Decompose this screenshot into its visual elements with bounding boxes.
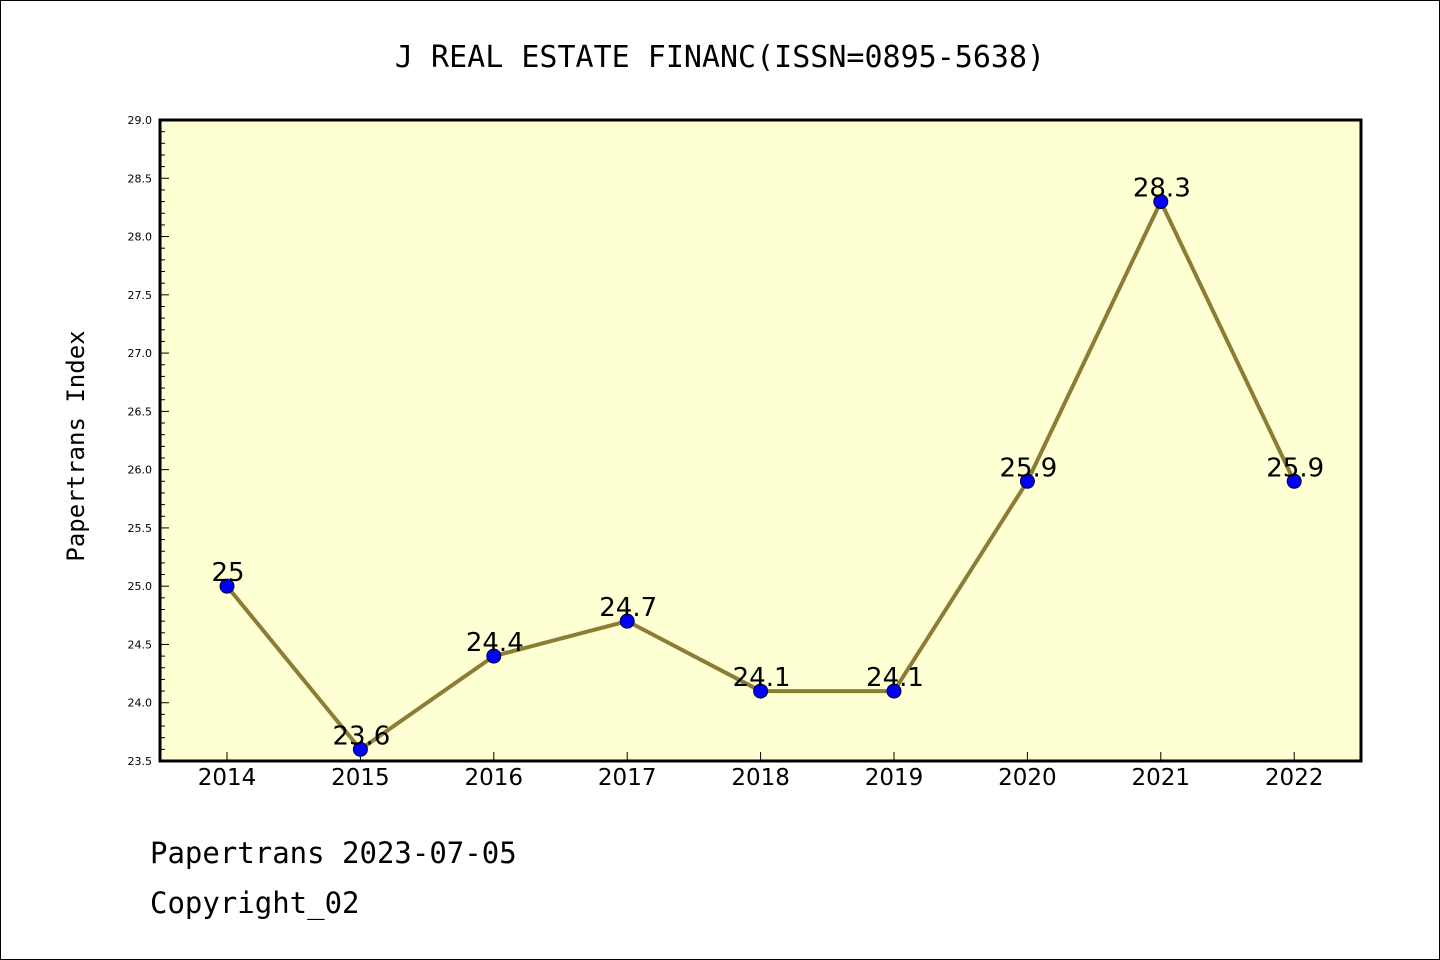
y-tick-label: 27.0 [128, 347, 153, 360]
x-tick-label: 2014 [198, 765, 257, 791]
data-label: 24.1 [866, 663, 924, 693]
data-point [1153, 194, 1169, 210]
y-axis-label: Papertrans Index [62, 330, 90, 561]
y-tick-label: 26.5 [128, 405, 153, 418]
chart-title: J REAL ESTATE FINANC(ISSN=0895-5638) [395, 40, 1045, 75]
x-tick-label: 2015 [331, 765, 390, 791]
data-point [352, 741, 368, 757]
data-label: 24.1 [733, 663, 791, 693]
data-point [1019, 473, 1035, 489]
x-tick-label: 2016 [465, 765, 524, 791]
data-label: 24.4 [466, 628, 524, 658]
x-tick-label: 2017 [598, 765, 657, 791]
x-tick-label: 2018 [731, 765, 790, 791]
data-point [619, 613, 635, 629]
data-point [753, 683, 769, 699]
y-tick-label: 27.5 [128, 289, 153, 302]
plot-area [158, 118, 1363, 763]
data-label: 24.7 [599, 593, 657, 623]
data-point [219, 578, 235, 594]
x-tick-label: 2019 [865, 765, 924, 791]
y-tick-label: 26.0 [128, 464, 153, 477]
data-label: 28.3 [1133, 174, 1191, 204]
y-tick-label: 25.5 [128, 522, 153, 535]
data-label: 23.6 [332, 721, 390, 751]
data-label: 25.9 [1266, 453, 1324, 483]
data-point [486, 648, 502, 664]
y-tick-label: 25.0 [128, 580, 153, 593]
y-tick-label: 24.5 [128, 638, 153, 651]
data-label: 25 [211, 558, 244, 588]
footer-date: Papertrans 2023-07-05 [150, 836, 517, 870]
data-points-group [219, 194, 1302, 757]
y-axis-ticks: 23.5 24.0 24.5 25.0 25.5 26.0 26.5 27.0 27.5 28.0… [128, 114, 169, 768]
y-tick-label: 24.0 [128, 697, 153, 710]
y-tick-label: 28.5 [128, 172, 153, 185]
data-label: 25.9 [999, 453, 1057, 483]
x-tick-label: 2021 [1132, 765, 1191, 791]
data-point [1286, 473, 1302, 489]
x-tick-label: 2020 [998, 765, 1057, 791]
x-tick-label: 2022 [1265, 765, 1324, 791]
data-labels-group: 25 23.6 24.4 24.7 24.1 24.1 25.9 28.3 25.9 [211, 174, 1324, 752]
x-axis-ticks: 2014 2015 2016 2017 2018 2019 2020 2021 2022 [198, 752, 1324, 791]
y-tick-label: 28.0 [128, 231, 153, 244]
y-tick-label: 23.5 [128, 755, 153, 768]
y-tick-label: 29.0 [128, 114, 153, 127]
data-point [886, 683, 902, 699]
footer-copyright: Copyright_02 [150, 886, 360, 921]
